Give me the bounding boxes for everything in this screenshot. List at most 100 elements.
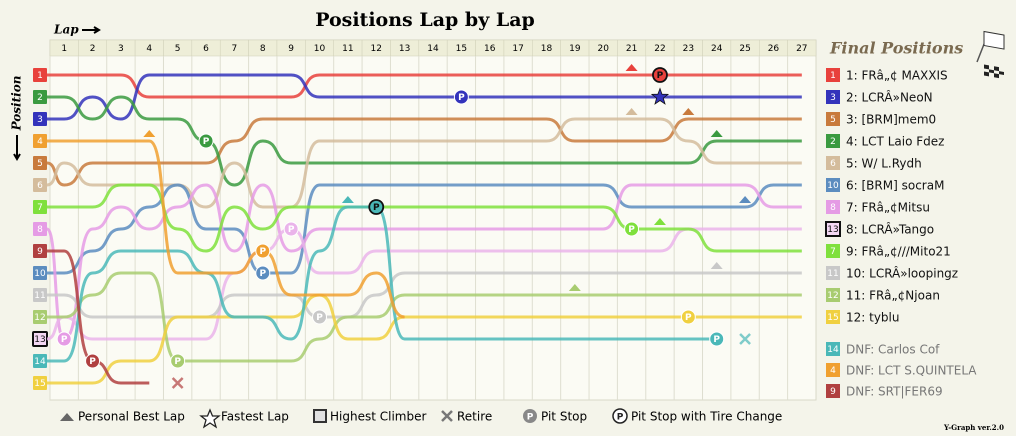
best-lap-marker	[710, 130, 723, 137]
key-label: Personal Best Lap	[78, 410, 185, 424]
key-label: Fastest Lap	[221, 410, 289, 424]
x-tick-label: 7	[232, 44, 238, 54]
grid-box	[33, 288, 47, 302]
legend-swatch	[826, 363, 840, 377]
y-tick-label: 4	[37, 137, 43, 147]
key-icon-text: P	[617, 413, 624, 423]
key-icon	[523, 409, 537, 423]
y-tick-label: 9	[37, 247, 43, 257]
best-lap-marker	[625, 64, 638, 71]
pit-marker	[283, 221, 299, 237]
position-line	[47, 293, 802, 385]
legend-label: 6: [BRM] socraM	[846, 179, 944, 193]
legend-label: 4: LCT Laio Fdez	[846, 135, 944, 149]
x-tick-label: 27	[796, 44, 807, 54]
grid-box	[33, 134, 47, 148]
key-icon	[199, 408, 221, 429]
legend-swatch	[826, 68, 840, 82]
pit-label: P	[685, 313, 692, 323]
pit-label: P	[89, 357, 96, 367]
x-tick-label: 15	[456, 44, 467, 54]
legend-label: 7: FRâ„¢Mitsu	[846, 201, 930, 215]
x-tick-label: 25	[739, 44, 750, 54]
y-tick-label: 12	[34, 313, 45, 323]
grid-box	[33, 222, 47, 236]
position-line	[46, 95, 802, 187]
y-tick-label: 11	[34, 291, 45, 301]
retire-marker	[739, 333, 751, 345]
legend-swatch	[826, 178, 840, 192]
legend-swatch	[826, 288, 840, 302]
x-tick-label: 2	[90, 44, 96, 54]
grid-box	[33, 310, 47, 324]
x-tick-label: 23	[683, 44, 694, 54]
legend-label: 8: LCRÂ»Tango	[846, 222, 934, 237]
legend-grid: 12	[827, 291, 838, 301]
y-tick-label: 14	[34, 357, 46, 367]
legend-grid: 7	[830, 247, 836, 257]
legend-grid: 4	[830, 366, 836, 376]
pit-label: P	[373, 203, 380, 213]
chart-title: Positions Lap by Lap	[315, 9, 535, 31]
pit-marker	[56, 331, 72, 347]
x-tick-label: 17	[512, 44, 523, 54]
x-tick-label: 13	[399, 44, 410, 54]
legend-swatch	[826, 90, 840, 104]
legend-label: 9: FRâ„¢///Mito21	[846, 245, 951, 259]
pit-marker	[85, 353, 101, 369]
legend-label: DNF: SRT|FER69	[846, 385, 943, 399]
pit-marker	[255, 265, 271, 281]
grid-box	[33, 266, 47, 280]
y-tick-label: 15	[34, 379, 45, 389]
legend-swatch	[826, 342, 840, 356]
x-tick-label: 9	[288, 44, 294, 54]
grid-box	[33, 90, 47, 104]
legend-label: DNF: Carlos Cof	[846, 343, 940, 357]
checkered-flag	[976, 30, 1005, 79]
y-tick-label: 1	[37, 71, 43, 81]
grid-box	[33, 112, 47, 126]
x-tick-label: 21	[626, 44, 637, 54]
legend-swatch	[826, 310, 840, 324]
y-tick-label: 7	[37, 203, 43, 213]
legend-swatch	[826, 266, 840, 280]
legend-swatch	[826, 156, 840, 170]
legend-grid: 5	[830, 115, 836, 125]
pit-label: P	[259, 247, 266, 257]
position-line	[47, 271, 802, 363]
key-icon	[612, 408, 628, 424]
x-tick-label: 18	[541, 44, 553, 54]
best-lap-marker	[568, 284, 581, 291]
best-lap-marker	[653, 218, 666, 225]
legend-grid: 15	[827, 313, 838, 323]
best-lap-marker	[341, 196, 354, 203]
pit-label: P	[713, 335, 720, 345]
pit-marker	[312, 309, 328, 325]
pit-label: P	[458, 93, 465, 103]
footer: Y-Graph ver.2.0	[943, 423, 1004, 432]
x-tick-label: 3	[118, 44, 124, 54]
pit-marker	[453, 89, 469, 105]
legend-grid: 1	[830, 71, 836, 81]
column-header	[787, 39, 817, 57]
retire-marker	[171, 377, 184, 389]
tire-pit-marker	[652, 67, 668, 83]
pit-marker	[255, 243, 271, 259]
fastest-lap-marker	[650, 87, 670, 105]
pit-label: P	[259, 269, 266, 279]
tire-pit-marker	[368, 199, 385, 215]
best-lap-marker	[625, 108, 638, 115]
legend-label: 2: LCRÂ»NeoN	[846, 90, 933, 105]
y-tick-label: 13	[34, 335, 45, 345]
legend-grid: 2	[830, 137, 836, 147]
x-tick-label: 11	[342, 44, 353, 54]
x-tick-label: 14	[427, 44, 439, 54]
grid-box	[33, 376, 47, 390]
key-icon	[441, 410, 453, 422]
grid-box	[33, 244, 47, 258]
pit-marker	[680, 309, 696, 325]
pit-label: P	[657, 71, 664, 81]
x-tick-label: 8	[260, 44, 266, 54]
y-tick-label: 5	[37, 159, 43, 169]
position-line	[46, 73, 802, 99]
